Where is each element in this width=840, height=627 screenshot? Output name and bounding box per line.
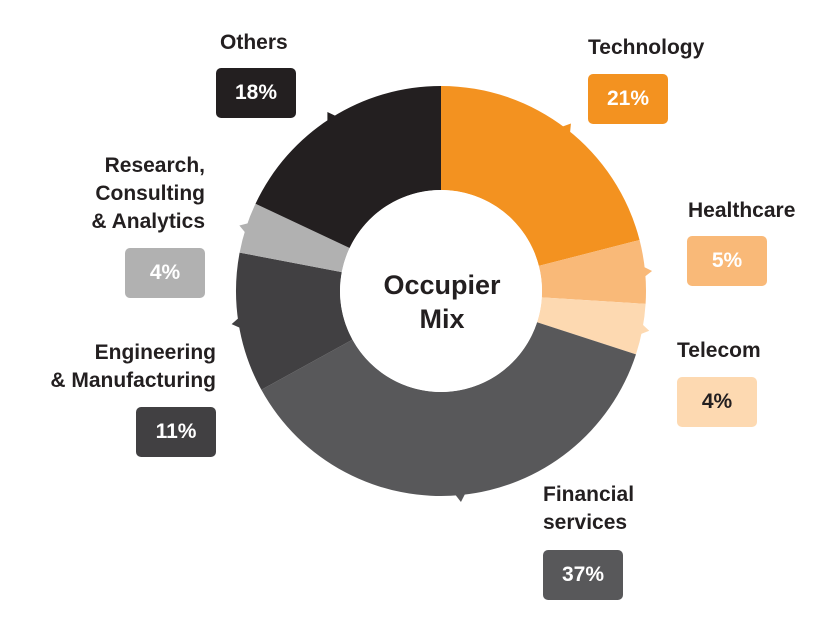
- chart-title-line-2: Mix: [419, 304, 465, 334]
- donut-slice-telecom: [537, 297, 646, 355]
- label-engineering-manufacturing: Engineering & Manufacturing: [50, 341, 216, 392]
- label-healthcare: Healthcare: [688, 199, 796, 222]
- label-others: Others: [220, 31, 288, 54]
- slice-pointer: [561, 123, 571, 133]
- label-research-consulting-analytics: Research, Consulting & Analytics: [91, 154, 205, 233]
- badge-healthcare: 5%: [687, 236, 767, 286]
- label-telecom: Telecom: [677, 339, 761, 362]
- slice-pointer: [643, 266, 653, 277]
- label-technology: Technology: [588, 36, 705, 59]
- badge-others: 18%: [216, 68, 296, 118]
- slice-pointer: [455, 493, 466, 503]
- donut-slice-engineering-manufacturing: [235, 252, 353, 390]
- slice-pointer: [231, 317, 241, 328]
- donut-slice-others: [255, 85, 441, 248]
- badge-financial-services: 37%: [543, 550, 623, 600]
- badge-engineering-manufacturing: 11%: [136, 407, 216, 457]
- badge-research-consulting-analytics: 4%: [125, 248, 205, 298]
- slice-pointer: [640, 324, 650, 335]
- donut-slice-financial-services: [261, 322, 636, 496]
- label-financial-services: Financial services: [543, 483, 635, 534]
- donut-slice-research-consulting-analytics: [239, 203, 350, 273]
- chart-center-title: Occupier Mix: [342, 268, 542, 336]
- chart-title-line-1: Occupier: [383, 270, 501, 300]
- slice-pointer: [239, 223, 249, 233]
- badge-technology: 21%: [588, 74, 668, 124]
- donut-hole: [340, 190, 542, 392]
- donut-slice-technology: [441, 86, 640, 266]
- slice-pointer: [327, 112, 337, 122]
- donut-slice-healthcare: [538, 240, 646, 304]
- badge-telecom: 4%: [677, 377, 757, 427]
